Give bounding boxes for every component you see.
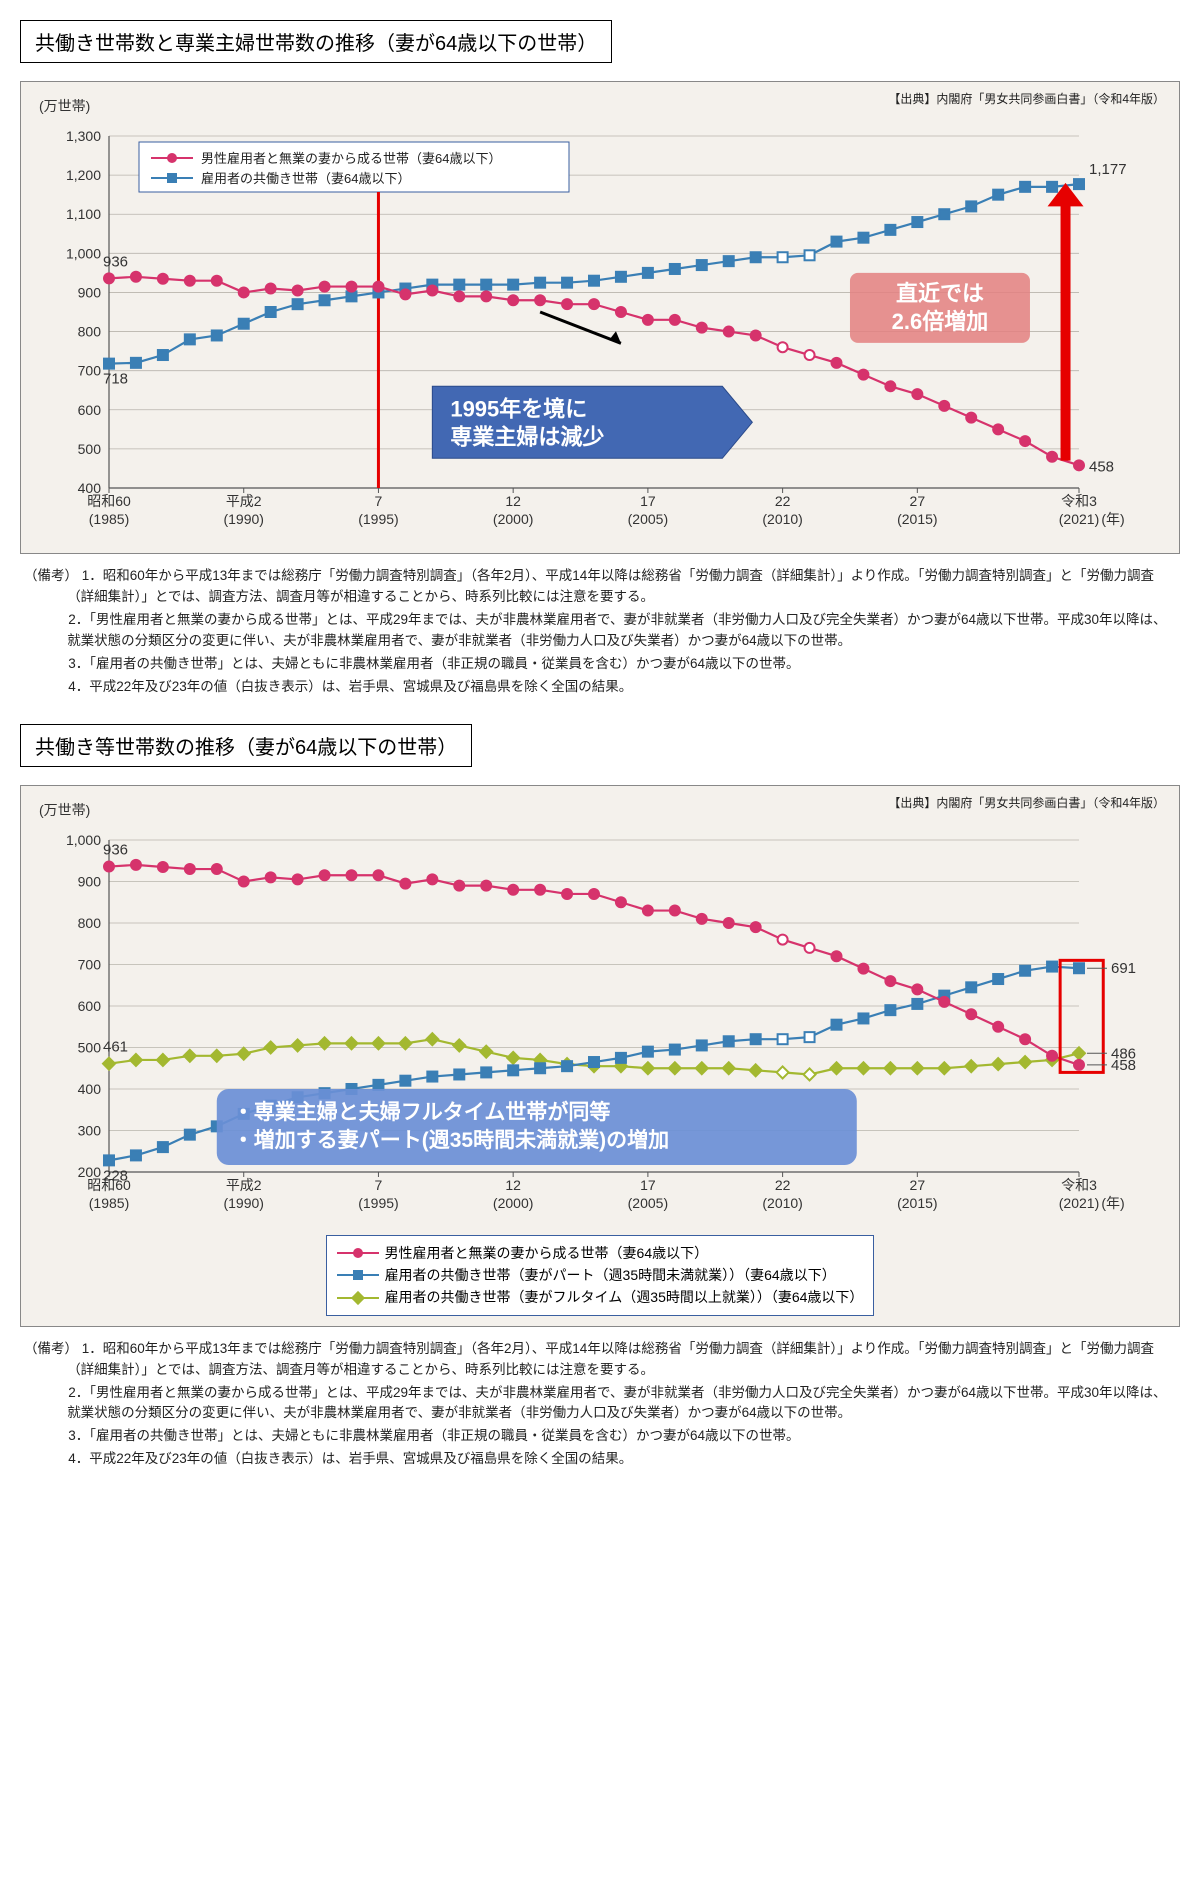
svg-text:22: 22 [775,493,791,509]
svg-text:(1990): (1990) [223,511,263,527]
svg-text:718: 718 [103,371,128,388]
chart1-svg: 4005006007008009001,0001,1001,2001,300昭和… [39,118,1149,538]
svg-text:(2021): (2021) [1059,511,1099,527]
svg-text:(1985): (1985) [89,511,129,527]
svg-text:700: 700 [78,363,102,379]
svg-text:(1990): (1990) [223,1195,263,1211]
svg-text:(2010): (2010) [762,1195,802,1211]
svg-text:7: 7 [375,1177,383,1193]
svg-text:直近では: 直近では [896,281,984,306]
svg-text:500: 500 [78,1039,102,1055]
section1-title: 共働き世帯数と専業主婦世帯数の推移（妻が64歳以下の世帯） [20,20,612,63]
chart2-source: 【出典】内閣府「男女共同参画白書」（令和4年版） [888,794,1165,811]
chart2-notes: （備考） 1．昭和60年から平成13年までは総務庁「労働力調査特別調査」（各年2… [24,1339,1176,1471]
svg-text:900: 900 [78,873,102,889]
svg-text:458: 458 [1111,1056,1136,1073]
svg-text:900: 900 [78,284,102,300]
svg-text:27: 27 [910,1177,926,1193]
chart1-box: 【出典】内閣府「男女共同参画白書」（令和4年版） (万世帯) 400500600… [20,81,1180,554]
svg-text:22: 22 [775,1177,791,1193]
svg-text:7: 7 [375,493,383,509]
svg-text:458: 458 [1089,458,1114,475]
svg-text:・増加する妻パート(週35時間未満就業)の増加: ・増加する妻パート(週35時間未満就業)の増加 [233,1128,669,1152]
svg-text:令和3: 令和3 [1061,1177,1097,1193]
svg-text:12: 12 [505,1177,521,1193]
svg-text:(2015): (2015) [897,1195,937,1211]
svg-text:(2000): (2000) [493,1195,533,1211]
svg-text:(1985): (1985) [89,1195,129,1211]
svg-text:691: 691 [1111,960,1136,977]
chart1-notes: （備考） 1．昭和60年から平成13年までは総務庁「労働力調査特別調査」（各年2… [24,566,1176,698]
svg-text:936: 936 [103,253,128,270]
svg-text:平成2: 平成2 [226,493,262,509]
svg-text:300: 300 [78,1122,102,1138]
svg-text:1,300: 1,300 [66,128,101,144]
svg-text:700: 700 [78,956,102,972]
svg-text:1,100: 1,100 [66,206,101,222]
svg-text:600: 600 [78,402,102,418]
chart2-box: 【出典】内閣府「男女共同参画白書」（令和4年版） (万世帯) 200300400… [20,785,1180,1327]
chart2-legend: 男性雇用者と無業の妻から成る世帯（妻64歳以下）雇用者の共働き世帯（妻がパート（… [326,1235,875,1316]
svg-text:平成2: 平成2 [226,1177,262,1193]
svg-text:461: 461 [103,1038,128,1055]
svg-text:1995年を境に: 1995年を境に [450,396,587,421]
svg-text:1,000: 1,000 [66,245,101,261]
svg-text:男性雇用者と無業の妻から成る世帯（妻64歳以下）: 男性雇用者と無業の妻から成る世帯（妻64歳以下） [201,151,501,166]
svg-text:(2000): (2000) [493,511,533,527]
svg-text:17: 17 [640,1177,656,1193]
svg-text:500: 500 [78,441,102,457]
svg-text:・専業主婦と夫婦フルタイム世帯が同等: ・専業主婦と夫婦フルタイム世帯が同等 [233,1100,611,1124]
svg-text:雇用者の共働き世帯（妻64歳以下）: 雇用者の共働き世帯（妻64歳以下） [201,171,410,186]
svg-text:27: 27 [910,493,926,509]
svg-text:12: 12 [505,493,521,509]
svg-text:(年): (年) [1101,511,1124,527]
svg-text:(2021): (2021) [1059,1195,1099,1211]
svg-text:(2015): (2015) [897,511,937,527]
chart1-source: 【出典】内閣府「男女共同参画白書」（令和4年版） [888,90,1165,107]
svg-text:(1995): (1995) [358,1195,398,1211]
svg-text:2.6倍増加: 2.6倍増加 [892,309,989,334]
svg-text:(2010): (2010) [762,511,802,527]
svg-text:1,000: 1,000 [66,832,101,848]
svg-text:1,200: 1,200 [66,167,101,183]
svg-text:936: 936 [103,841,128,858]
chart2-svg: 2003004005006007008009001,000昭和60(1985)平… [39,822,1149,1222]
svg-text:令和3: 令和3 [1061,493,1097,509]
svg-text:昭和60: 昭和60 [87,493,131,509]
svg-text:228: 228 [103,1167,128,1184]
svg-text:(2005): (2005) [628,511,668,527]
svg-text:1,177: 1,177 [1089,161,1127,178]
svg-text:800: 800 [78,324,102,340]
svg-text:(2005): (2005) [628,1195,668,1211]
svg-text:600: 600 [78,998,102,1014]
svg-text:400: 400 [78,1081,102,1097]
svg-text:(年): (年) [1101,1195,1124,1211]
svg-text:(1995): (1995) [358,511,398,527]
section2-title: 共働き等世帯数の推移（妻が64歳以下の世帯） [20,724,472,767]
svg-text:800: 800 [78,915,102,931]
svg-text:17: 17 [640,493,656,509]
svg-text:専業主婦は減少: 専業主婦は減少 [450,424,604,449]
